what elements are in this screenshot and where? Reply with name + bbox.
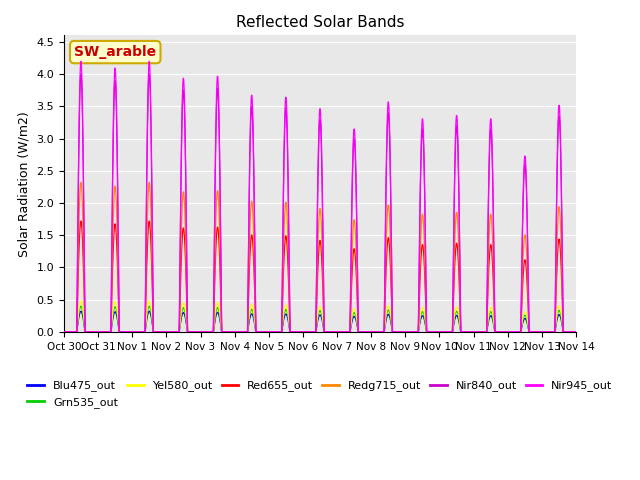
Legend: Blu475_out, Grn535_out, Yel580_out, Red655_out, Redg715_out, Nir840_out, Nir945_: Blu475_out, Grn535_out, Yel580_out, Red6… bbox=[23, 376, 617, 412]
Text: SW_arable: SW_arable bbox=[74, 45, 156, 59]
Y-axis label: Solar Radiation (W/m2): Solar Radiation (W/m2) bbox=[18, 111, 31, 256]
Title: Reflected Solar Bands: Reflected Solar Bands bbox=[236, 15, 404, 30]
